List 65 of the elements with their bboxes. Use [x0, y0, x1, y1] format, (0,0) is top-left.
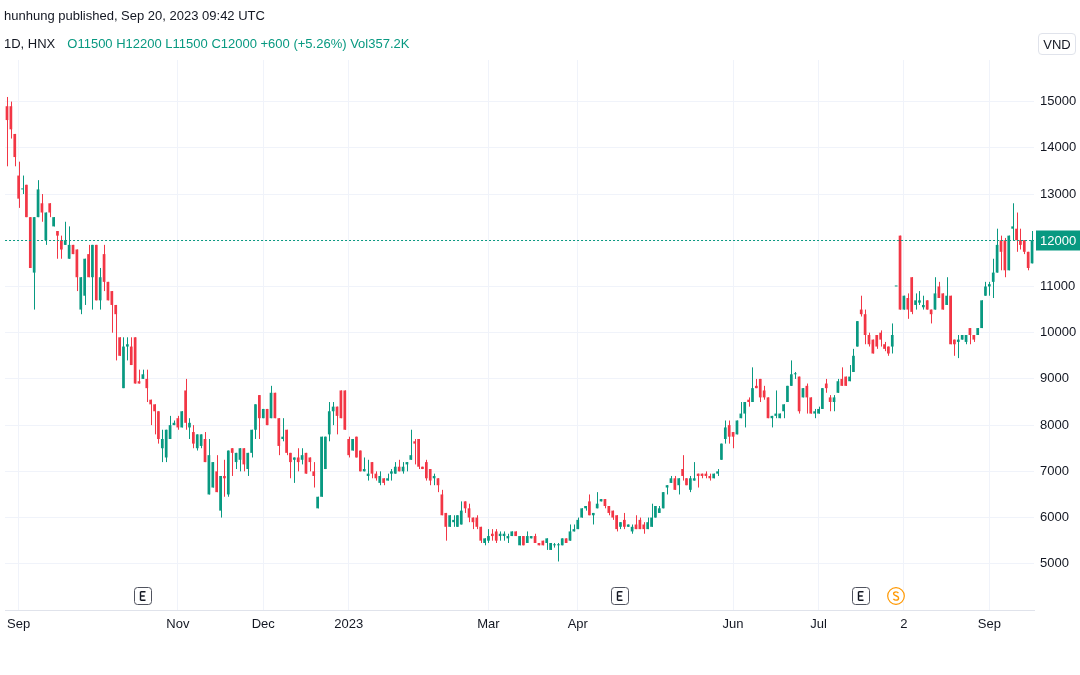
- candlestick: [945, 276, 948, 306]
- y-tick-label: 8000: [1040, 416, 1069, 432]
- candlestick: [1015, 212, 1018, 253]
- candlestick: [242, 447, 246, 472]
- x-tick-label: Jul: [810, 616, 827, 632]
- candlestick: [258, 394, 261, 440]
- candlestick: [774, 389, 778, 419]
- y-tick-label: 5000: [1040, 555, 1069, 571]
- candlestick: [789, 359, 793, 387]
- candlestick: [312, 461, 316, 489]
- y-tick-label: 6000: [1040, 509, 1069, 525]
- y-tick-label: 9000: [1040, 370, 1069, 386]
- candlestick: [723, 420, 727, 445]
- x-tick-label: Nov: [166, 616, 190, 632]
- candlestick: [87, 244, 90, 278]
- y-tick-label: 11000: [1040, 278, 1076, 294]
- candlestick: [413, 438, 417, 465]
- candlestick: [296, 447, 300, 472]
- candlestick: [681, 454, 684, 482]
- y-tick-label: 13000: [1040, 185, 1077, 201]
- ref-line-label: 12000: [1040, 232, 1077, 248]
- text: hunhung published, Sep 20, 2023 09:42 UTC: [4, 8, 265, 23]
- candlestick: [60, 235, 63, 260]
- candlestick: [250, 429, 253, 458]
- candlestick: [98, 267, 102, 311]
- x-tick-label: 2023: [334, 616, 364, 632]
- candlestick: [292, 456, 296, 484]
- x-tick-label: Dec: [251, 616, 276, 632]
- candlestick: [331, 401, 335, 426]
- candlestick: [223, 459, 226, 498]
- candlestick: [289, 452, 292, 479]
- candlestick: [160, 429, 164, 463]
- x-tick-label: Jun: [722, 616, 744, 632]
- x-tick-label: Sep: [977, 616, 1001, 632]
- chart-subtitle: O11500 H12200 L11500 C12000 +600 (+5.26%) Vol357.2K: [67, 36, 410, 51]
- candlestick: [17, 161, 21, 209]
- y-tick-label: 15000: [1040, 93, 1077, 109]
- candlestick: [852, 348, 855, 373]
- candlestick: [21, 175, 24, 195]
- candlestick: [56, 230, 59, 260]
- chart-title: 1D, HNX: [4, 36, 56, 51]
- candlestick: [840, 366, 844, 387]
- x-tick-label: 2: [900, 616, 908, 632]
- candlestick: [188, 417, 191, 440]
- candlestick: [409, 429, 413, 461]
- y-axis-title: VND: [1038, 33, 1076, 55]
- x-tick-label: Mar: [477, 616, 501, 632]
- y-tick-label: 10000: [1040, 324, 1077, 340]
- candlestick: [557, 542, 560, 562]
- candlestick: [727, 420, 731, 445]
- candlestick: [126, 336, 129, 361]
- candlestick: [114, 304, 118, 361]
- candlestick: [347, 436, 351, 458]
- candlestick: [890, 322, 894, 354]
- candlestick: [281, 417, 285, 442]
- candlestick: [230, 447, 234, 477]
- y-tick-label: 14000: [1040, 139, 1077, 155]
- x-tick-label: Sep: [7, 616, 31, 632]
- candlestick: [751, 366, 754, 403]
- candlestick: [327, 401, 331, 442]
- x-tick-label: Apr: [567, 616, 589, 632]
- y-tick-label: 7000: [1040, 462, 1069, 478]
- candlestick: [859, 295, 863, 318]
- candlestick: [153, 403, 156, 435]
- candlestick: [192, 424, 195, 449]
